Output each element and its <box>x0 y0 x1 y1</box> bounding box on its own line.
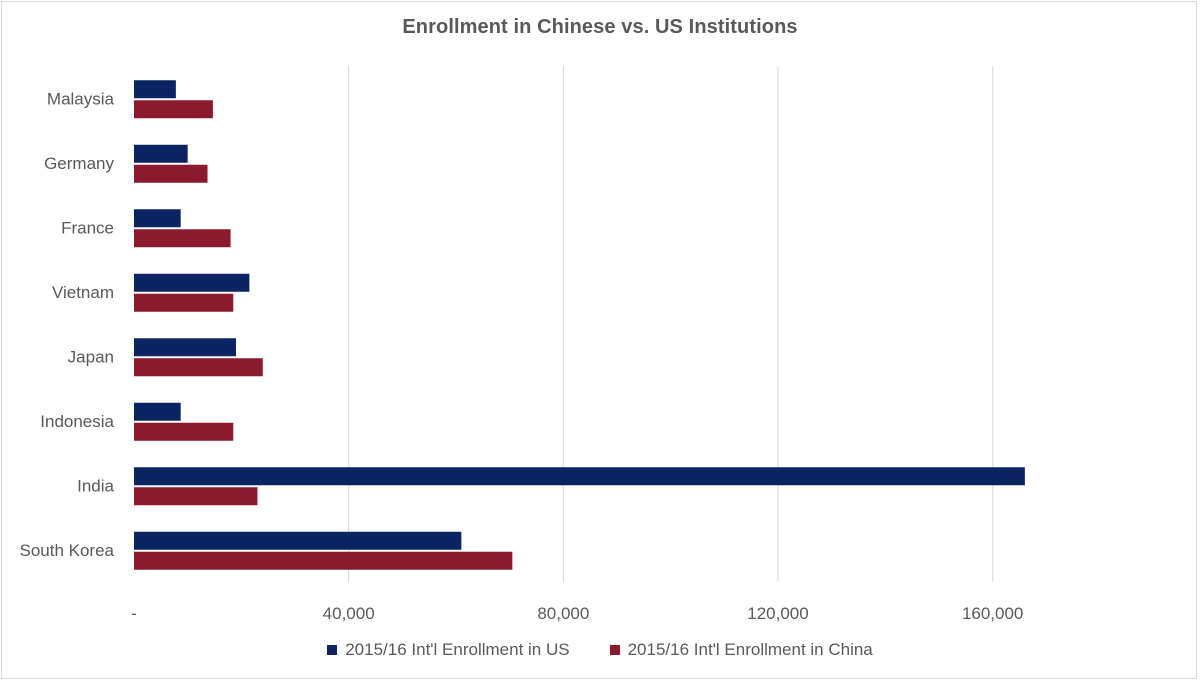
x-tick-label: 120,000 <box>747 604 808 623</box>
bar-us-japan <box>134 338 236 357</box>
legend: 2015/16 Int'l Enrollment in US 2015/16 I… <box>0 640 1200 660</box>
bar-china-france <box>134 229 231 248</box>
gridlines <box>348 66 994 582</box>
bar-china-south-korea <box>134 551 513 570</box>
y-category-label: France <box>61 218 114 237</box>
bar-us-malaysia <box>134 80 176 99</box>
bar-china-malaysia <box>134 100 213 119</box>
bar-china-indonesia <box>134 422 234 441</box>
legend-item-china: 2015/16 Int'l Enrollment in China <box>609 640 873 660</box>
bar-china-japan <box>134 358 263 377</box>
bar-us-indonesia <box>134 402 181 421</box>
legend-swatch-china <box>609 645 620 655</box>
y-category-label: Germany <box>44 154 114 173</box>
y-category-label: India <box>77 476 114 495</box>
x-axis-labels: - 40,000 80,000 120,000 160,000 <box>131 604 1023 623</box>
x-tick-label: - <box>131 604 137 623</box>
bar-us-south-korea <box>134 531 462 550</box>
bars <box>134 80 1025 570</box>
legend-item-us: 2015/16 Int'l Enrollment in US <box>327 640 570 660</box>
bar-us-india <box>134 467 1025 486</box>
legend-label-us: 2015/16 Int'l Enrollment in US <box>345 640 570 659</box>
x-tick-label: 80,000 <box>537 604 589 623</box>
y-category-label: Vietnam <box>52 283 114 302</box>
legend-label-china: 2015/16 Int'l Enrollment in China <box>627 640 873 659</box>
bar-china-vietnam <box>134 293 234 312</box>
bar-us-france <box>134 209 181 228</box>
bar-china-germany <box>134 164 208 183</box>
bar-us-vietnam <box>134 273 250 292</box>
y-category-label: South Korea <box>19 541 114 560</box>
y-category-label: Malaysia <box>47 89 115 108</box>
y-axis-labels: South Korea India Indonesia Japan Vietnam Fra… <box>19 89 114 560</box>
x-tick-label: 160,000 <box>962 604 1023 623</box>
bar-us-germany <box>134 144 188 163</box>
bar-china-india <box>134 487 258 506</box>
y-category-label: Indonesia <box>40 412 114 431</box>
legend-swatch-us <box>327 645 338 655</box>
x-tick-label: 40,000 <box>323 604 375 623</box>
chart-title: Enrollment in Chinese vs. US Institution… <box>402 16 798 38</box>
y-category-label: Japan <box>68 347 114 366</box>
